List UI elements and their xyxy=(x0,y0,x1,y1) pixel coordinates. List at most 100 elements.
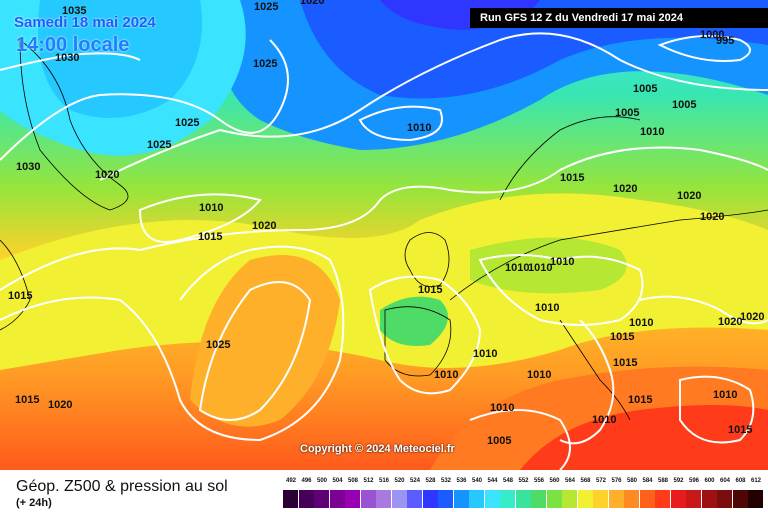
legend-subtitle: (+ 24h) xyxy=(16,497,52,509)
isobar-label: 1030 xyxy=(55,52,79,64)
scale-swatch xyxy=(515,490,531,508)
scale-swatch xyxy=(670,490,686,508)
scale-swatch xyxy=(469,490,484,508)
isobar-1015-iberia xyxy=(368,275,482,395)
map-svg: 1035 1030 1025 1020 1025 1025 1030 1020 … xyxy=(0,0,768,470)
scale-label: 536 xyxy=(456,478,467,484)
z500-zone-green-iberia xyxy=(380,296,448,346)
isobar-label: 1010 xyxy=(199,202,223,214)
scale-swatch xyxy=(298,490,314,508)
scale-label: 504 xyxy=(332,478,343,484)
isobar-1025-azores xyxy=(198,281,312,421)
scale-swatch xyxy=(345,490,360,508)
scale-swatch xyxy=(655,490,670,508)
scale-label: 576 xyxy=(611,478,622,484)
isobar-label: 1020 xyxy=(718,316,742,328)
scale-label: 516 xyxy=(378,478,389,484)
scale-swatch xyxy=(546,490,562,508)
canada-coast xyxy=(0,239,31,331)
isobar-labels: 1035 1030 1025 1020 1025 1025 1030 1020 … xyxy=(8,0,764,447)
isobar-label: 995 xyxy=(716,35,734,47)
legend-title: Géop. Z500 & pression au sol xyxy=(16,478,228,495)
scale-label: 528 xyxy=(425,478,436,484)
copyright-text: Copyright © 2024 Meteociel.fr xyxy=(300,443,455,455)
scale-swatch xyxy=(531,490,546,508)
scale-label: 560 xyxy=(549,478,560,484)
isobar-label: 1010 xyxy=(505,262,529,274)
scale-label: 500 xyxy=(316,478,327,484)
scale-swatch xyxy=(314,490,329,508)
scale-label: 548 xyxy=(502,478,513,484)
scandinavia-coast xyxy=(499,116,641,201)
scale-label: 604 xyxy=(719,478,730,484)
isobar-label: 1000 xyxy=(700,29,724,41)
isobar-label: 1025 xyxy=(147,139,171,151)
isobar-1030-north xyxy=(0,52,141,71)
scale-swatch xyxy=(407,490,422,508)
z500-zone-red-south xyxy=(520,405,768,470)
isobar-label: 1015 xyxy=(418,284,442,296)
isobar-1020-north xyxy=(99,32,768,181)
scale-swatch xyxy=(422,490,438,508)
isobar-label: 1010 xyxy=(528,262,552,274)
europe-coast xyxy=(449,209,768,301)
run-info: Run GFS 12 Z du Vendredi 17 mai 2024 xyxy=(470,8,768,28)
isobar-label: 1010 xyxy=(713,389,737,401)
scale-label: 544 xyxy=(487,478,498,484)
scale-swatch xyxy=(438,490,453,508)
scale-swatch xyxy=(453,490,469,508)
isobar-label: 1015 xyxy=(628,394,652,406)
isobar-label: 1015 xyxy=(15,394,39,406)
scale-label: 584 xyxy=(642,478,653,484)
isobar-1015-italy xyxy=(559,319,615,445)
isobar-1020-azores xyxy=(0,245,345,442)
isobar-label: 1010 xyxy=(550,256,574,268)
z500-zone-orange-ridge xyxy=(190,255,340,427)
scale-label: 596 xyxy=(688,478,699,484)
isobar-1010-central xyxy=(478,254,644,326)
isobar-label: 1005 xyxy=(487,435,511,447)
scale-swatch xyxy=(748,490,763,508)
scale-label: 520 xyxy=(394,478,405,484)
isobar-label: 1020 xyxy=(252,220,276,232)
isobar-1000-low xyxy=(657,35,751,62)
scale-swatch xyxy=(484,490,500,508)
isobar-label: 1020 xyxy=(740,311,764,323)
coastlines xyxy=(0,39,768,421)
weather-map: 1035 1030 1025 1020 1025 1025 1030 1020 … xyxy=(0,0,768,470)
isobar-label: 1015 xyxy=(728,424,752,436)
scale-swatch xyxy=(329,490,345,508)
scale-swatch xyxy=(717,490,732,508)
forecast-date: Samedi 18 mai 2024 xyxy=(14,14,156,31)
isobar-label: 1005 xyxy=(615,107,639,119)
italy-coast xyxy=(559,319,631,421)
isobar-label: 1010 xyxy=(434,369,458,381)
scale-label: 588 xyxy=(657,478,668,484)
isobar-label: 1015 xyxy=(560,172,584,184)
scale-label: 552 xyxy=(518,478,529,484)
isobar-1010-east xyxy=(679,375,755,444)
scale-swatch xyxy=(624,490,639,508)
isobar-label: 1010 xyxy=(640,126,664,138)
scale-label: 524 xyxy=(409,478,420,484)
scale-label: 532 xyxy=(440,478,451,484)
scale-label: 600 xyxy=(704,478,715,484)
scale-swatch xyxy=(701,490,717,508)
scale-swatch xyxy=(391,490,407,508)
isobar-label: 1020 xyxy=(700,211,724,223)
forecast-time: 14:00 locale xyxy=(16,34,130,56)
scale-swatch xyxy=(360,490,376,508)
isobar-1005-med xyxy=(469,409,571,470)
isobar-label: 1010 xyxy=(490,402,514,414)
isobar-label: 1020 xyxy=(95,169,119,181)
scale-label: 564 xyxy=(564,478,575,484)
scale-label: 568 xyxy=(580,478,591,484)
scale-label: 592 xyxy=(673,478,684,484)
scale-swatch xyxy=(593,490,608,508)
isobar-label: 1020 xyxy=(48,399,72,411)
isobar-label: 1025 xyxy=(254,1,278,13)
isobar-label: 1010 xyxy=(535,302,559,314)
isobar-1025-greenland xyxy=(0,39,289,161)
isobar-label: 1020 xyxy=(677,190,701,202)
